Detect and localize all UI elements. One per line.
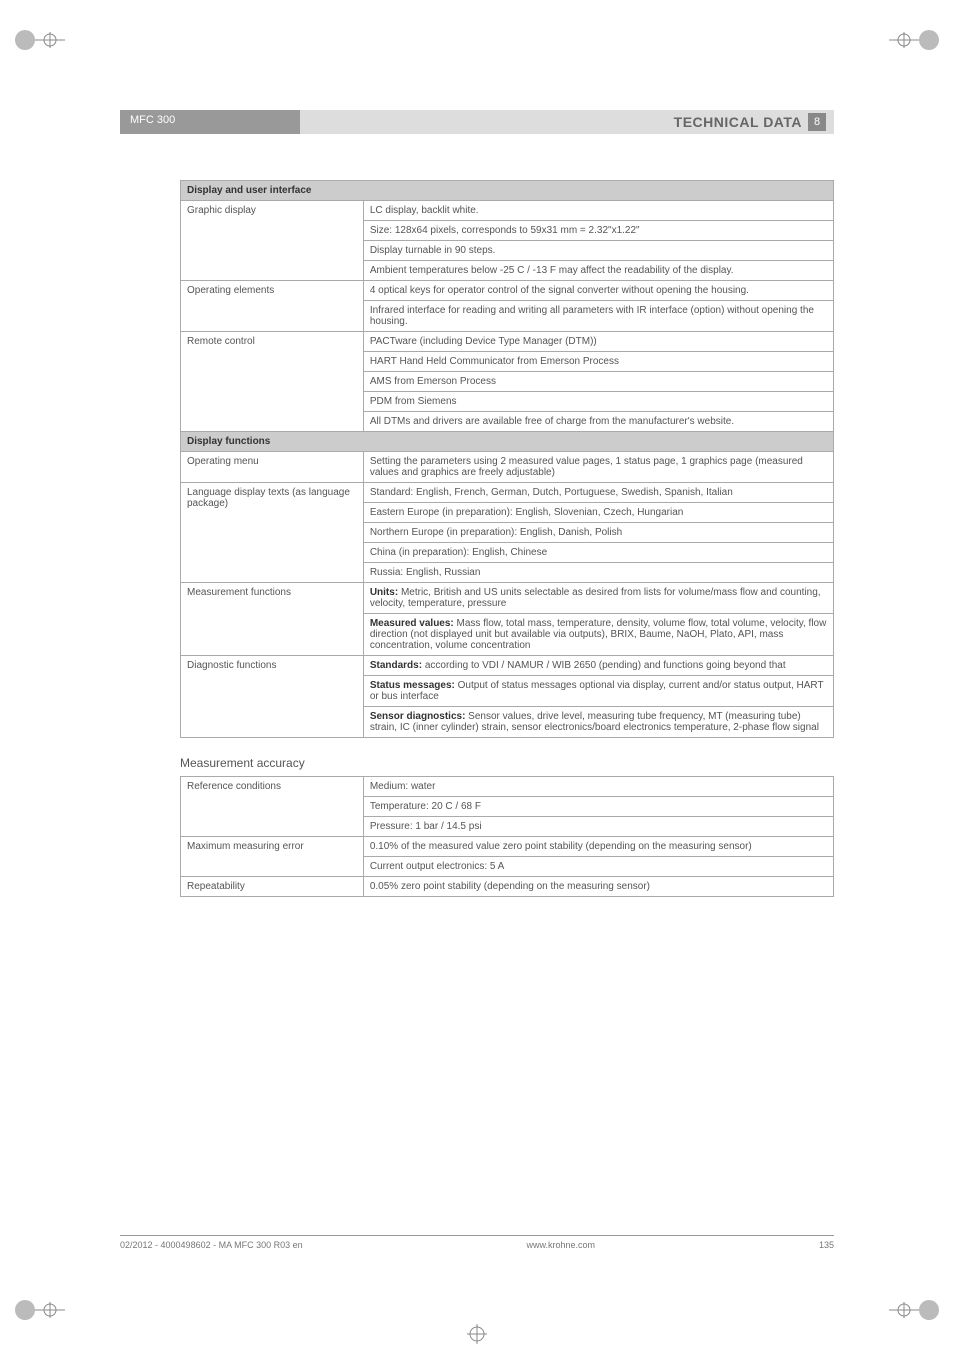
cell-bold: Units:	[370, 587, 398, 598]
row-cell: PACTware (including Device Type Manager …	[363, 332, 833, 352]
row-cell: Size: 128x64 pixels, corresponds to 59x3…	[363, 221, 833, 241]
row-cell: Current output electronics: 5 A	[363, 857, 833, 877]
spec-table-1: Display and user interface Graphic displ…	[180, 180, 834, 738]
section-title-accuracy: Measurement accuracy	[180, 756, 834, 770]
reg-mark-tr	[884, 10, 944, 70]
row-cell: Status messages: Output of status messag…	[363, 676, 833, 707]
row-cell: Infrared interface for reading and writi…	[363, 301, 833, 332]
cell-rest: Metric, British and US units selectable …	[370, 587, 821, 609]
row-cell: All DTMs and drivers are available free …	[363, 412, 833, 432]
row-label: Repeatability	[181, 877, 364, 897]
row-cell: AMS from Emerson Process	[363, 372, 833, 392]
row-cell: Ambient temperatures below -25 C / -13 F…	[363, 261, 833, 281]
row-cell: Sensor diagnostics: Sensor values, drive…	[363, 707, 833, 738]
row-cell: Russia: English, Russian	[363, 563, 833, 583]
row-cell: Measured values: Mass flow, total mass, …	[363, 614, 833, 656]
row-label: Language display texts (as language pack…	[181, 483, 364, 583]
row-label: Reference conditions	[181, 777, 364, 837]
content-area: Display and user interface Graphic displ…	[180, 180, 834, 897]
cell-rest: according to VDI / NAMUR / WIB 2650 (pen…	[422, 660, 786, 671]
row-cell: 4 optical keys for operator control of t…	[363, 281, 833, 301]
reg-mark-br	[884, 1280, 944, 1340]
row-cell: 0.10% of the measured value zero point s…	[363, 837, 833, 857]
reg-mark-bottom	[467, 1324, 487, 1344]
header-model: MFC 300	[120, 110, 300, 134]
page-footer: 02/2012 - 4000498602 - MA MFC 300 R03 en…	[120, 1235, 834, 1250]
row-cell: Pressure: 1 bar / 14.5 psi	[363, 817, 833, 837]
row-cell: Setting the parameters using 2 measured …	[363, 452, 833, 483]
footer-left: 02/2012 - 4000498602 - MA MFC 300 R03 en	[120, 1240, 303, 1250]
spec-table-2: Reference conditions Medium: water Tempe…	[180, 776, 834, 897]
header-section-num: 8	[808, 113, 826, 131]
reg-mark-tl	[10, 10, 70, 70]
row-cell: Standard: English, French, German, Dutch…	[363, 483, 833, 503]
row-label: Operating menu	[181, 452, 364, 483]
row-label: Diagnostic functions	[181, 656, 364, 738]
row-label: Graphic display	[181, 201, 364, 281]
section-header-display-ui: Display and user interface	[181, 181, 834, 201]
row-cell: China (in preparation): English, Chinese	[363, 543, 833, 563]
row-label: Operating elements	[181, 281, 364, 332]
cell-bold: Measured values:	[370, 618, 454, 629]
row-cell: 0.05% zero point stability (depending on…	[363, 877, 833, 897]
section-header-display-functions: Display functions	[181, 432, 834, 452]
row-label: Maximum measuring error	[181, 837, 364, 877]
footer-center: www.krohne.com	[527, 1240, 596, 1250]
footer-right: 135	[819, 1240, 834, 1250]
reg-mark-bl	[10, 1280, 70, 1340]
header-bar: MFC 300 TECHNICAL DATA 8	[120, 110, 834, 134]
row-cell: Temperature: 20 C / 68 F	[363, 797, 833, 817]
cell-bold: Sensor diagnostics:	[370, 711, 466, 722]
row-label: Measurement functions	[181, 583, 364, 656]
row-cell: Medium: water	[363, 777, 833, 797]
row-cell: Northern Europe (in preparation): Englis…	[363, 523, 833, 543]
cell-bold: Status messages:	[370, 680, 455, 691]
row-label: Remote control	[181, 332, 364, 432]
row-cell: PDM from Siemens	[363, 392, 833, 412]
row-cell: Units: Metric, British and US units sele…	[363, 583, 833, 614]
row-cell: LC display, backlit white.	[363, 201, 833, 221]
row-cell: HART Hand Held Communicator from Emerson…	[363, 352, 833, 372]
row-cell: Eastern Europe (in preparation): English…	[363, 503, 833, 523]
row-cell: Display turnable in 90 steps.	[363, 241, 833, 261]
row-cell: Standards: according to VDI / NAMUR / WI…	[363, 656, 833, 676]
cell-bold: Standards:	[370, 660, 422, 671]
header-right: TECHNICAL DATA 8	[300, 110, 834, 134]
header-title: TECHNICAL DATA	[674, 114, 802, 130]
